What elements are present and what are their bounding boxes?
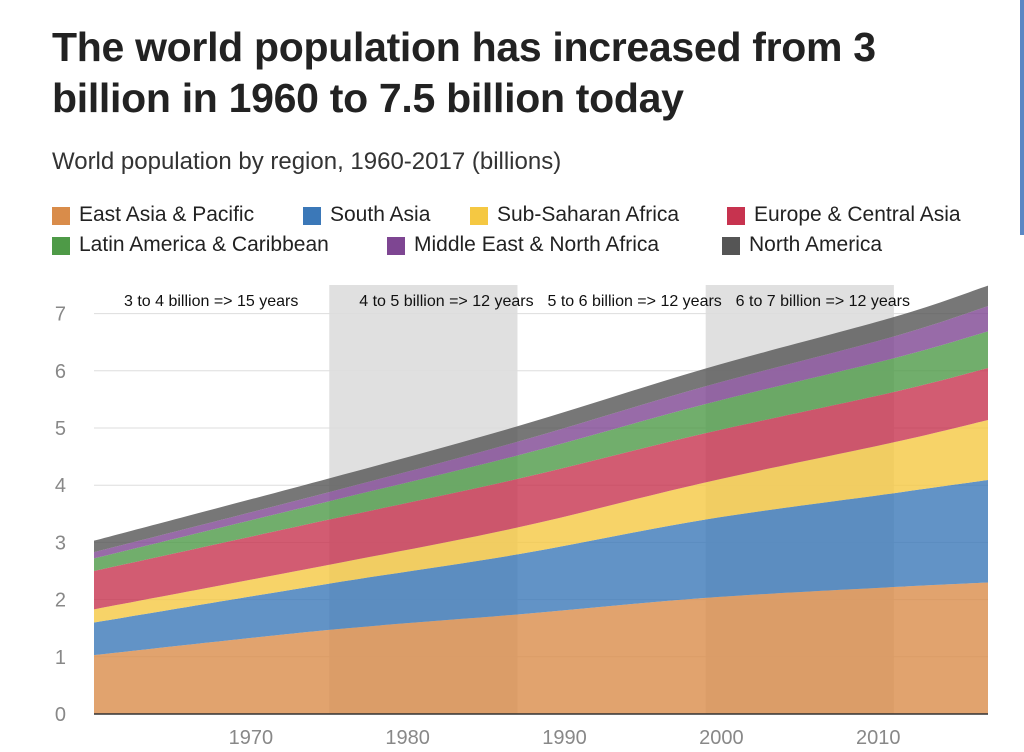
x-tick-label: 1980: [385, 727, 430, 749]
y-tick-label: 0: [55, 704, 66, 726]
period-annotation: 3 to 4 billion => 15 years: [124, 293, 298, 310]
y-tick-label: 2: [55, 590, 66, 612]
legend-swatch: [52, 207, 70, 225]
area-north-america: [94, 285, 988, 553]
y-tick-label: 1: [55, 647, 66, 669]
period-annotation: 5 to 6 billion => 12 years: [547, 293, 721, 310]
legend-swatch: [722, 237, 740, 255]
legend-label: Latin America & Caribbean: [79, 233, 329, 256]
legend-swatch: [303, 207, 321, 225]
y-tick-label: 7: [55, 304, 66, 326]
legend-label: Sub-Saharan Africa: [497, 203, 680, 226]
right-edge-bar: [1020, 0, 1024, 235]
legend-row-2: Latin America & Caribbean Middle East & …: [52, 233, 1012, 263]
legend-swatch: [387, 237, 405, 255]
area-middle-east-north-africa: [94, 306, 988, 559]
x-tick-label: 1990: [542, 727, 587, 749]
legend-label: South Asia: [330, 203, 431, 226]
legend-label: North America: [749, 233, 883, 256]
chart-title: The world population has increased from …: [52, 24, 876, 121]
legend: East Asia & Pacific South Asia Sub-Sahar…: [52, 203, 1012, 263]
legend-swatch: [727, 207, 745, 225]
x-tick-label: 2000: [699, 727, 744, 749]
area-east-asia-pacific: [94, 582, 988, 714]
x-tick-label: 1970: [229, 727, 274, 749]
legend-swatch: [470, 207, 488, 225]
y-tick-label: 6: [55, 361, 66, 383]
y-tick-label: 5: [55, 418, 66, 440]
area-latin-america-caribbean: [94, 331, 988, 571]
area-south-asia: [94, 480, 988, 656]
area-europe-central-asia: [94, 367, 988, 610]
chart-subtitle: World population by region, 1960-2017 (b…: [52, 148, 562, 175]
period-annotation: 6 to 7 billion => 12 years: [736, 293, 910, 310]
x-tick-label: 2010: [856, 727, 901, 749]
legend-row-1: East Asia & Pacific South Asia Sub-Sahar…: [52, 203, 1012, 233]
legend-label: Middle East & North Africa: [414, 233, 660, 256]
area-sub-saharan-africa: [94, 419, 988, 623]
legend-swatch: [52, 237, 70, 255]
y-tick-label: 3: [55, 532, 66, 554]
period-annotation: 4 to 5 billion => 12 years: [359, 293, 533, 310]
y-tick-label: 4: [55, 475, 66, 497]
legend-label: East Asia & Pacific: [79, 203, 255, 226]
legend-label: Europe & Central Asia: [754, 203, 961, 226]
